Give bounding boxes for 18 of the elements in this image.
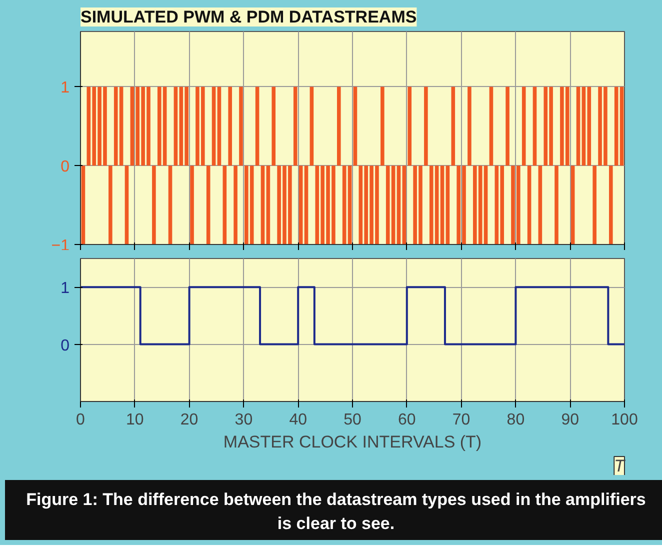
x-tick-label: 20 <box>180 412 198 428</box>
x-tick-label: 90 <box>561 412 580 428</box>
x-tick-label: 50 <box>344 412 362 428</box>
x-tick-label: 70 <box>452 412 470 428</box>
x-tick-label: 80 <box>506 412 525 428</box>
caption: Figure 1: The difference between the datastream types used in the amplifiers is clear to see. <box>25 489 647 536</box>
x-axis-title: MASTER CLOCK INTERVALS (T) <box>223 432 482 452</box>
x-tick-label: 40 <box>289 412 308 428</box>
chart-title: SIMULATED PWM & PDM DATASTREAMS <box>80 8 417 26</box>
x-tick-label: 30 <box>234 412 253 428</box>
x-tick-label: 100 <box>611 412 638 428</box>
x-tick-label: 60 <box>398 412 416 428</box>
y-tick-label: 1 <box>60 280 70 298</box>
y-tick-label: 0 <box>60 337 70 354</box>
y-tick-label: 1 <box>60 80 70 97</box>
y-tick-label: 0 <box>60 158 70 176</box>
x-tick-label: 10 <box>126 412 144 428</box>
x-tick-label: 0 <box>76 412 86 428</box>
